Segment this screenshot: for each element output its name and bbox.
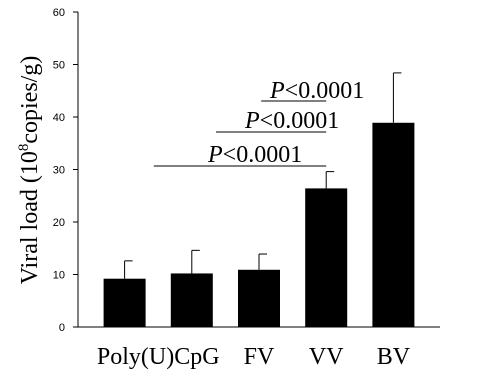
significance-label: P<0.0001 [207, 142, 302, 168]
y-axis-title: Viral load (108copies/g) [16, 56, 43, 285]
significance-label: P<0.0001 [269, 78, 364, 104]
y-tick-label: 40 [53, 112, 65, 124]
category-label: VV [309, 344, 344, 370]
y-axis: 0 10 20 30 40 50 60 [53, 7, 78, 334]
category-label: BV [377, 344, 411, 370]
y-tick-label: 30 [53, 165, 65, 177]
bar [104, 279, 146, 327]
category-labels: Poly(U)CpG FV VV BV [97, 344, 411, 370]
bar [305, 188, 347, 327]
y-tick-label: 20 [53, 217, 65, 229]
y-tick-label: 50 [53, 60, 65, 72]
category-label: Poly(U)CpG [97, 344, 220, 370]
y-tick-label: 10 [53, 270, 65, 282]
bar [171, 273, 213, 327]
y-tick-label: 0 [59, 322, 65, 334]
significance-label: P<0.0001 [244, 108, 339, 134]
y-tick-label: 60 [53, 7, 65, 19]
significance-annotations: P<0.0001 P<0.0001 P<0.0001 [154, 78, 364, 168]
bar [372, 123, 414, 327]
bar [238, 270, 280, 327]
category-label: FV [244, 344, 275, 370]
